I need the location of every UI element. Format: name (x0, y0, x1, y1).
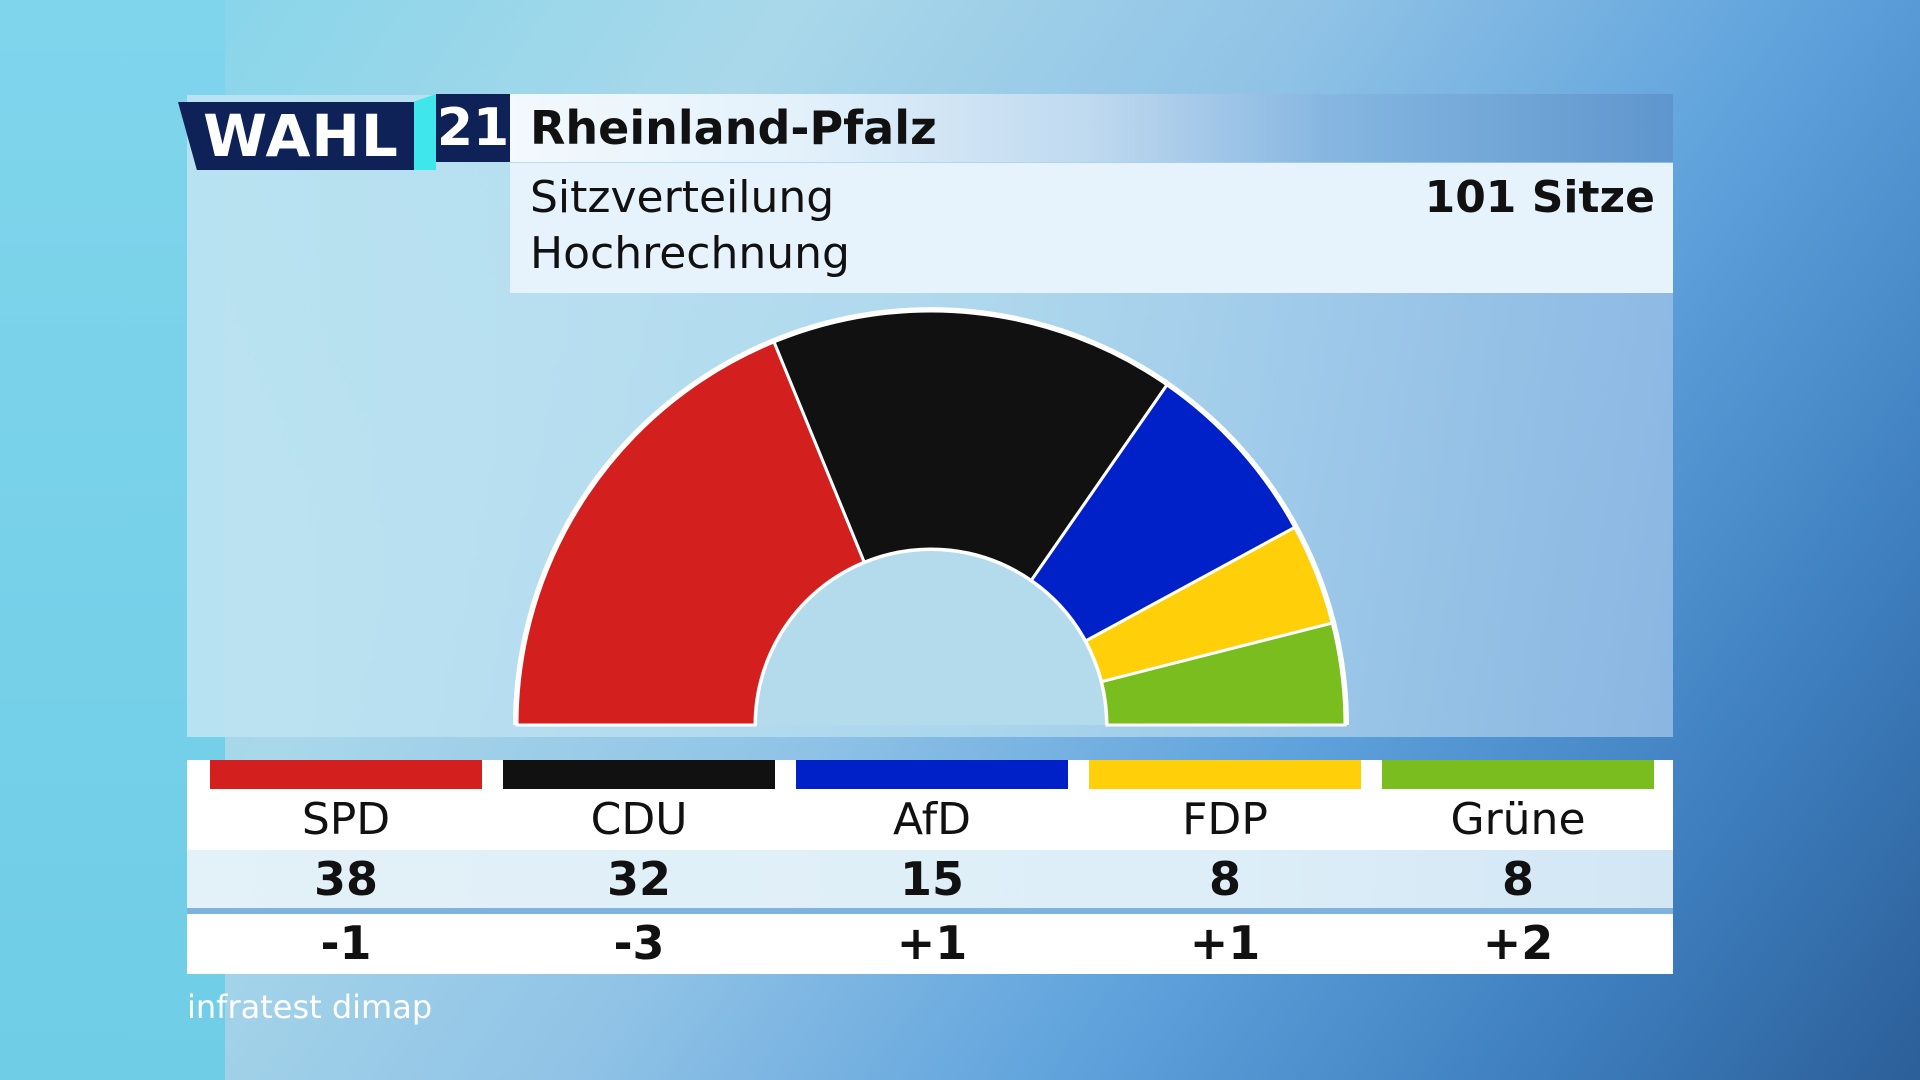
party-change-grne: +2 (1482, 916, 1554, 970)
party-name-spd: SPD (301, 794, 391, 845)
party-seats-fdp: 8 (1208, 852, 1241, 906)
seat-change-row (187, 914, 1673, 974)
party-seats-grne: 8 (1501, 852, 1534, 906)
party-column-grne: Grüne 8 +2 (1382, 760, 1654, 974)
subtitle-projection: Hochrechnung (530, 228, 850, 279)
party-change-cdu: -3 (613, 916, 665, 970)
parliament-center (757, 551, 1105, 725)
subtitle-bar (510, 163, 1673, 293)
subtitle-seat-distribution: Sitzverteilung (530, 172, 835, 223)
legend-swatch-grne (1382, 760, 1654, 789)
legend-swatch-fdp (1089, 760, 1361, 789)
party-change-afd: +1 (896, 916, 968, 970)
party-seats-spd: 38 (313, 852, 378, 906)
legend-swatch-spd (210, 760, 482, 789)
party-name-cdu: CDU (590, 794, 688, 845)
seat-segment-spd (515, 339, 867, 727)
total-seats-label: 101 Sitze (1424, 172, 1655, 223)
logo-accent (414, 94, 436, 170)
legend-swatch-afd (796, 760, 1068, 789)
page-title: Rheinland-Pfalz (530, 101, 937, 155)
logo-wahl: WAHL (178, 102, 414, 170)
party-change-fdp: +1 (1189, 916, 1261, 970)
title-bar (510, 94, 1673, 162)
row-separator (187, 908, 1673, 914)
party-name-grne: Grüne (1450, 794, 1586, 845)
party-name-fdp: FDP (1182, 794, 1268, 845)
seat-count-row (187, 850, 1673, 908)
seat-segment-cdu (772, 309, 1170, 583)
party-change-spd: -1 (320, 916, 372, 970)
party-column-cdu: CDU 32 -3 (503, 760, 775, 974)
party-seats-cdu: 32 (606, 852, 671, 906)
party-column-spd: SPD 38 -1 (210, 760, 482, 974)
party-name-afd: AfD (893, 794, 971, 845)
source-label: infratest dimap (187, 988, 433, 1026)
legend-swatch-cdu (503, 760, 775, 789)
seat-segment-grne (1099, 621, 1347, 727)
party-seats-afd: 15 (899, 852, 964, 906)
logo-number: 21 (436, 94, 510, 162)
party-column-fdp: FDP 8 +1 (1089, 760, 1361, 974)
party-column-afd: AfD 15 +1 (796, 760, 1068, 974)
